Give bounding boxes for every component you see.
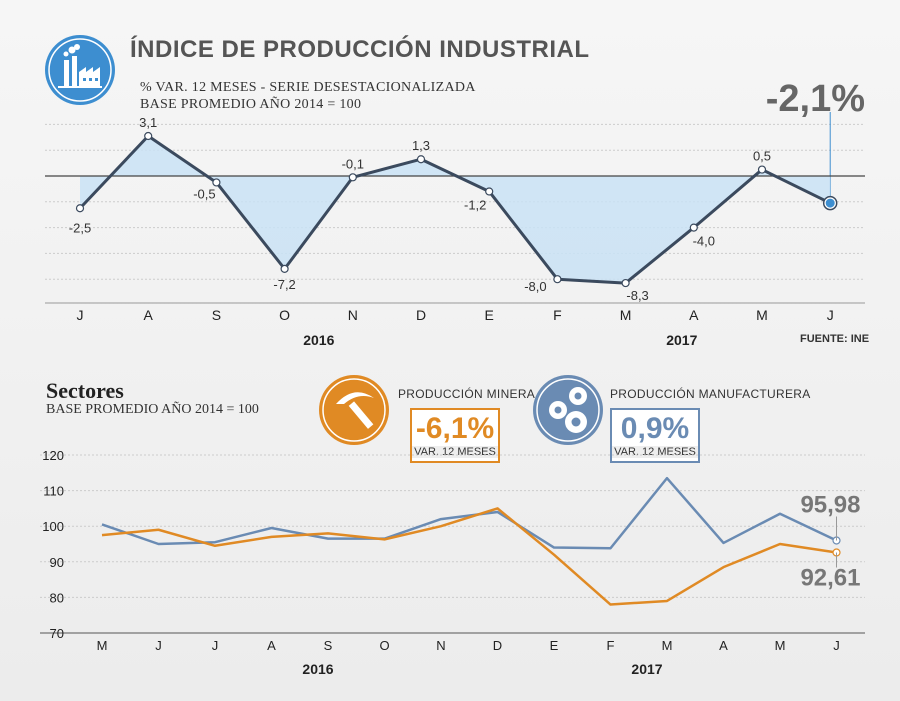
data-point — [553, 275, 562, 284]
x-tick-label: O — [279, 307, 290, 323]
data-point — [280, 264, 289, 273]
source-note: FUENTE: INE — [800, 333, 870, 345]
x-tick-label: M — [620, 307, 632, 323]
chart-subtitle-1: % VAR. 12 MESES - SERIE DESESTACIONALIZA… — [140, 80, 476, 95]
x-tick-label: J — [77, 307, 84, 323]
x-tick-label: M — [662, 638, 673, 653]
mining-end-label: 92,61 — [800, 565, 860, 592]
data-point — [689, 223, 698, 232]
x-tick-label: J — [833, 638, 840, 653]
data-label: -1,2 — [464, 197, 486, 212]
ipi-variation-chart: -2,5 3,1 -0,5 -7,2 -0,1 1,3 -1,2 -8,0 -8,3 -4,0 0,… — [45, 112, 865, 348]
x-tick-label: A — [267, 638, 276, 653]
data-label: -4,0 — [693, 234, 715, 249]
x-tick-label: A — [144, 307, 154, 323]
data-label: -7,2 — [273, 277, 295, 292]
data-point-latest-core — [825, 198, 835, 208]
manufacturing-kpi-box: 0,9% VAR. 12 MESES — [610, 408, 700, 463]
chart-subtitle-2: BASE PROMEDIO AÑO 2014 = 100 — [140, 97, 362, 112]
data-label: -8,0 — [524, 279, 546, 294]
x-tick-label: E — [485, 307, 494, 323]
x-tick-label: A — [689, 307, 699, 323]
pickaxe-icon — [318, 374, 390, 446]
x-tick-label: M — [775, 638, 786, 653]
x-tick-label: F — [553, 307, 562, 323]
sectors-title: Sectores — [46, 378, 124, 403]
data-point — [75, 204, 85, 213]
mining-line — [101, 507, 837, 606]
manufacturing-end-label: 95,98 — [800, 492, 860, 519]
x-tick-label: D — [493, 638, 502, 653]
x-tick-label: J — [155, 638, 162, 653]
x-tick-label: J — [212, 638, 219, 653]
manufacturing-label: PRODUCCIÓN MANUFACTURERA — [610, 387, 811, 401]
page-title: ÍNDICE DE PRODUCCIÓN INDUSTRIAL — [130, 36, 590, 63]
y-tick-label: 80 — [50, 590, 64, 605]
data-label: 1,3 — [412, 138, 430, 153]
y-tick-label: 110 — [43, 484, 64, 499]
sectors-subtitle: BASE PROMEDIO AÑO 2014 = 100 — [46, 402, 259, 417]
x-tick-label: F — [607, 638, 615, 653]
data-point — [757, 165, 767, 174]
data-label: -0,5 — [193, 186, 215, 201]
sectors-index-chart: 70 80 90 100 110 120 95,98 92,61 M J J A S O N D E F M A M J 2… — [40, 448, 865, 677]
data-label: -0,1 — [342, 156, 364, 171]
data-point — [416, 155, 426, 164]
manufacturing-line — [101, 476, 838, 550]
y-tick-label: 70 — [50, 626, 64, 641]
x-tick-label: S — [324, 638, 333, 653]
x-tick-label: M — [97, 638, 108, 653]
data-point — [621, 278, 630, 288]
x-tick-label: S — [212, 307, 221, 323]
year-label: 2017 — [631, 661, 662, 677]
gears-icon — [532, 374, 604, 446]
data-label: 3,1 — [139, 115, 157, 130]
data-label: -8,3 — [626, 288, 648, 303]
year-label: 2017 — [666, 332, 697, 348]
mining-value: -6,1% — [415, 412, 495, 445]
y-tick-label: 100 — [42, 519, 64, 534]
x-tick-label: D — [416, 307, 426, 323]
mining-label: PRODUCCIÓN MINERA — [398, 387, 536, 401]
x-tick-label: M — [756, 307, 768, 323]
x-tick-label: N — [348, 307, 358, 323]
variation-area — [80, 136, 831, 284]
data-point — [485, 187, 494, 196]
y-tick-label: 90 — [50, 555, 64, 570]
year-label: 2016 — [302, 661, 333, 677]
factory-icon — [44, 34, 116, 106]
year-label: 2016 — [303, 332, 334, 348]
variation-line — [78, 134, 831, 285]
x-tick-label: O — [379, 638, 389, 653]
y-tick-label: 120 — [42, 448, 64, 463]
data-point — [144, 131, 153, 141]
latest-value-callout: -2,1% — [765, 78, 865, 120]
x-tick-label: N — [436, 638, 445, 653]
x-tick-label: A — [719, 638, 728, 653]
manufacturing-value: 0,9% — [620, 412, 690, 445]
data-point — [348, 173, 357, 182]
data-label: -2,5 — [69, 220, 91, 235]
x-tick-label: J — [827, 307, 834, 323]
x-tick-label: E — [550, 638, 559, 653]
data-label: 0,5 — [753, 149, 771, 164]
data-point — [212, 178, 221, 187]
